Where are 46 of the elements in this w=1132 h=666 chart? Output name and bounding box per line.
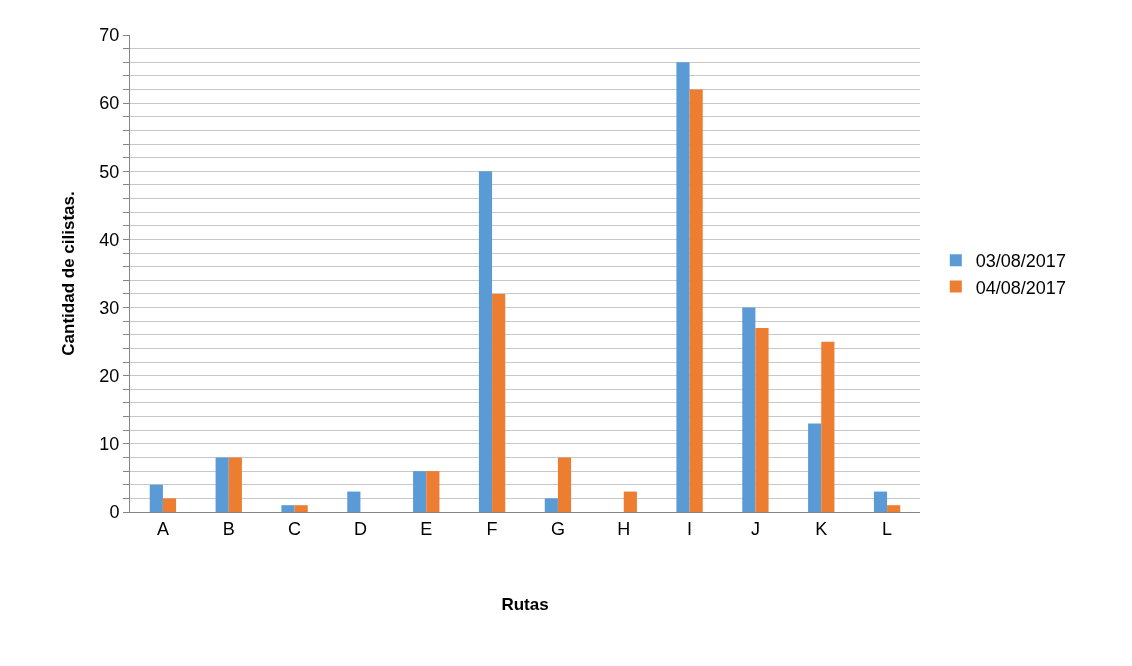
y-tick-label: 30 [99,297,120,318]
bar [215,457,229,512]
x-tick-label: G [550,518,565,539]
bar [808,423,822,512]
y-tick-label: 40 [99,229,120,250]
x-tick-label: H [617,518,631,539]
x-tick-label: K [815,518,828,539]
x-tick-label: I [687,518,693,539]
bar [294,505,308,512]
bar [557,457,572,512]
x-tick-label: F [486,518,498,539]
x-tick-label: C [288,518,302,539]
bar [492,293,506,512]
bar [821,341,835,512]
x-tick-label: E [420,518,433,539]
bar [426,471,440,512]
bar [347,491,361,512]
bar [281,505,295,512]
x-tick-label: D [353,518,367,539]
bar [149,484,163,512]
bar [887,505,901,512]
legend-label: 03/08/2017 [975,251,1066,272]
bar [544,498,558,512]
bar [873,491,888,512]
bar [742,307,756,512]
y-tick-label: 60 [99,93,120,114]
y-tick-label: 10 [99,434,120,455]
x-tick-label: A [156,518,169,539]
y-axis-title: Cantidad de cilistas. [58,191,78,356]
x-tick-label: B [222,518,235,539]
y-tick-label: 0 [109,502,120,523]
y-tick-label: 70 [99,25,120,46]
y-tick-label: 50 [99,161,120,182]
bar [623,491,637,512]
bar [228,457,242,512]
bar [676,62,690,512]
y-tick-label: 20 [99,366,120,387]
bar [478,171,493,512]
bar [413,471,427,512]
bar [689,89,703,512]
x-tick-label: L [882,518,893,539]
x-axis-title: Rutas [501,595,549,614]
legend-label: 04/08/2017 [975,277,1066,298]
bar [162,498,177,512]
x-tick-label: J [750,518,760,539]
bar [755,328,769,512]
